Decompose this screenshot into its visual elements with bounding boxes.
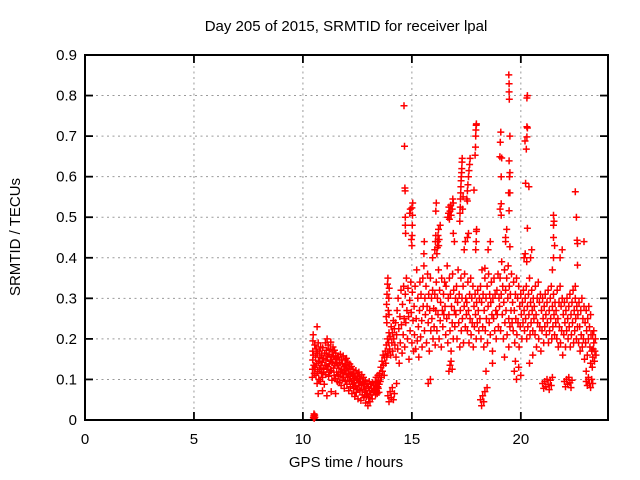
y-tick-label: 0.9 [56,47,77,64]
chart-title: Day 205 of 2015, SRMTID for receiver lpa… [205,18,488,35]
y-tick-label: 0.7 [56,128,77,145]
y-axis-label: SRMTID / TECUs [7,178,24,296]
x-tick-label: 0 [81,431,89,448]
y-tick-label: 0 [69,412,77,429]
x-tick-label: 5 [190,431,198,448]
scatter-points [308,71,600,422]
axis-ticks [84,54,608,421]
y-tick-label: 0.2 [56,331,77,348]
x-tick-label: 10 [295,431,312,448]
y-tick-label: 0.5 [56,209,77,226]
x-tick-label: 15 [404,431,421,448]
plot-frame [84,54,609,421]
y-tick-label: 0.4 [56,250,77,267]
y-tick-label: 0.6 [56,169,77,186]
x-axis-label: GPS time / hours [289,454,403,471]
tick-labels: 0 5 10 15 20 0 0.1 0.2 0.3 0.4 0.5 0.6 0.7 0.8 0.9 [56,47,529,448]
data-point-markers [308,71,600,422]
x-tick-label: 20 [512,431,529,448]
y-tick-label: 0.3 [56,290,77,307]
y-tick-label: 0.1 [56,371,77,388]
y-tick-label: 0.8 [56,88,77,105]
